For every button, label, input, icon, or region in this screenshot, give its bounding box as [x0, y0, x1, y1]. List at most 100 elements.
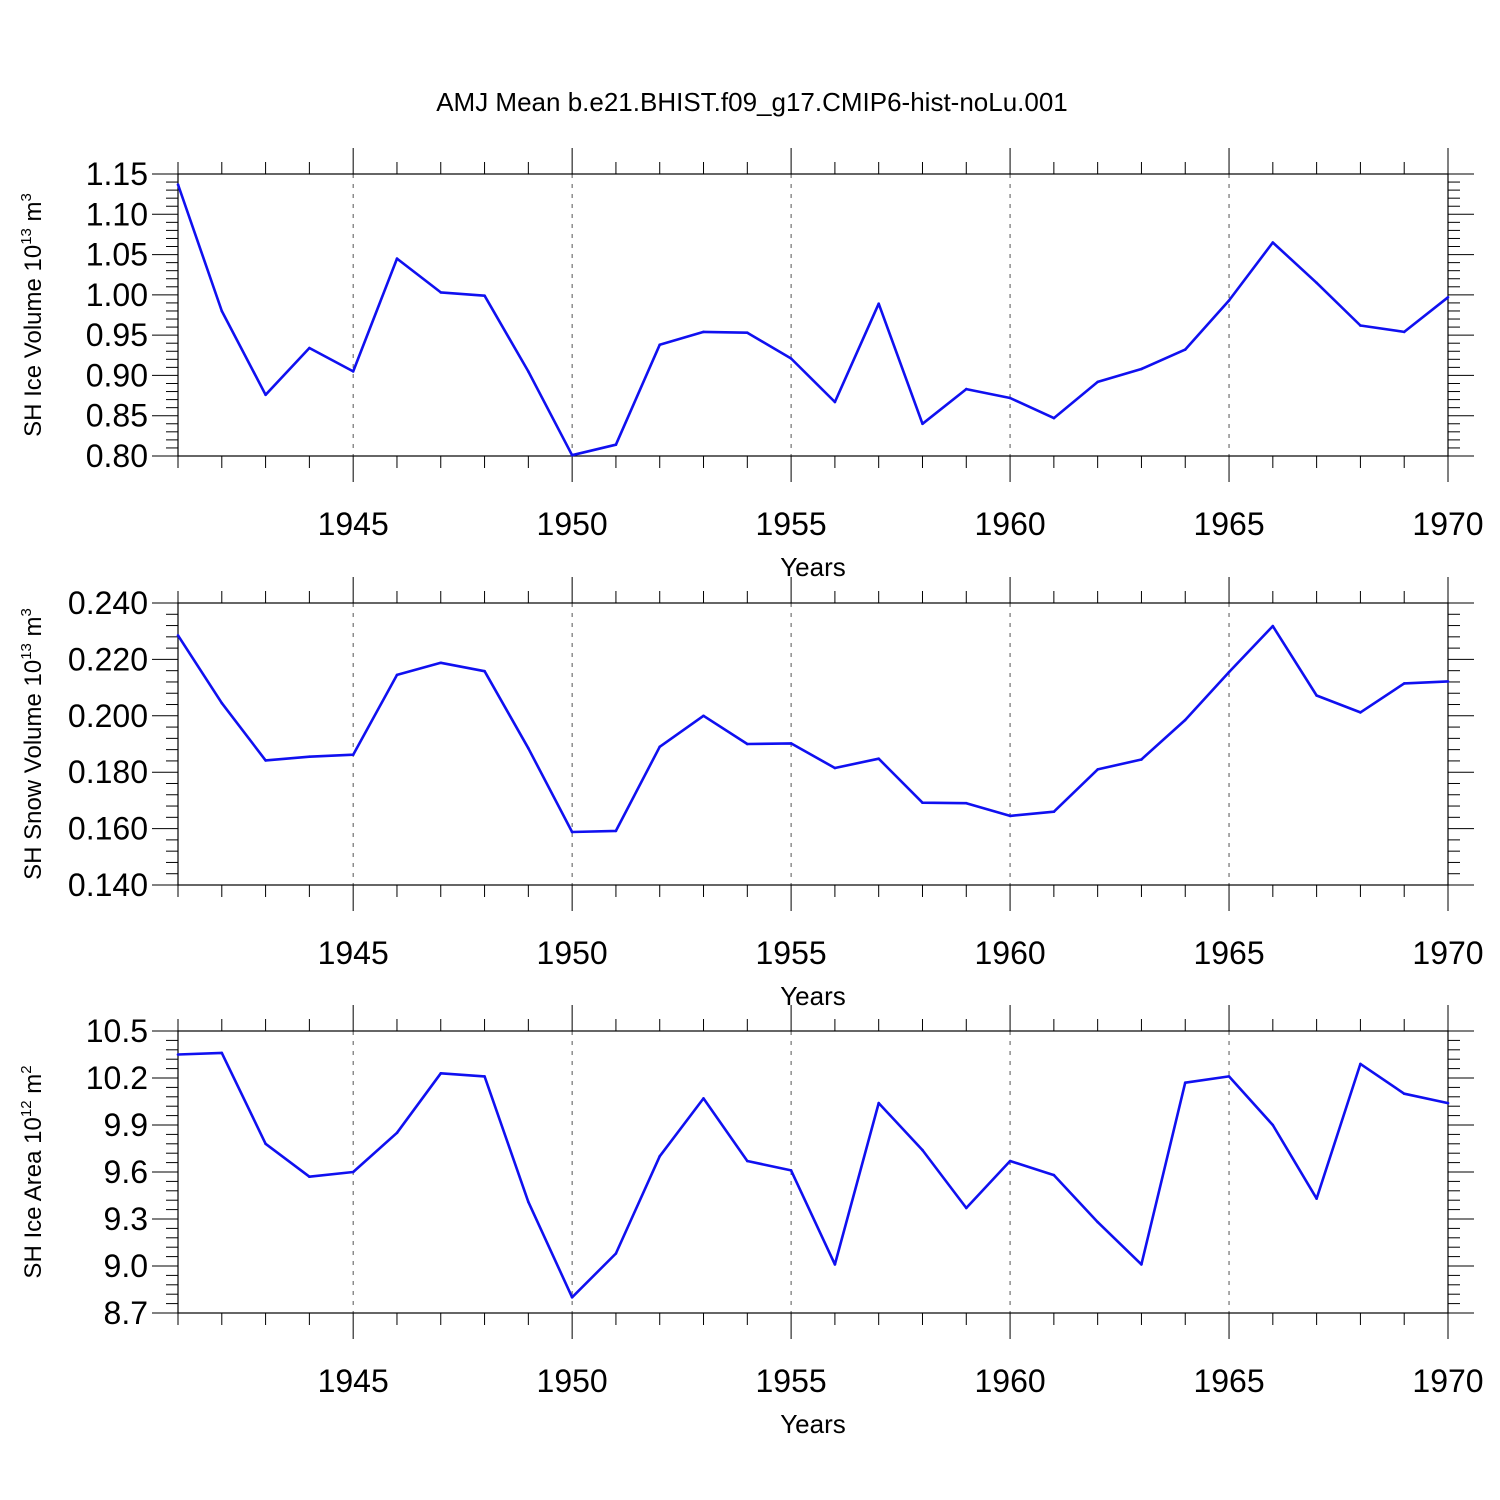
chart-panel-2: 0.140 0.160 0.180 0.200 0.220 0.240 1945 1950 19…: [18, 577, 1484, 1011]
data-point: [1271, 241, 1275, 244]
data-point: [1052, 416, 1056, 420]
data-point: [1008, 814, 1012, 818]
x-tick-label: 1970: [1412, 506, 1483, 542]
data-point: [746, 742, 749, 746]
y-tick-label: 1.05: [86, 237, 148, 273]
y-axis-label-text: SH Ice Area 10: [20, 1117, 47, 1278]
data-point: [308, 346, 311, 350]
data-point: [1227, 299, 1231, 302]
y-axis-label: SH Snow Volume 1013 m3: [18, 608, 47, 880]
data-point: [1315, 1197, 1318, 1200]
x-tick-label: 1970: [1412, 1363, 1483, 1399]
y-axis-label-superscript: 2: [18, 1065, 35, 1073]
data-point: [965, 1206, 968, 1210]
data-point: [395, 1131, 399, 1135]
x-tick-label: 1945: [318, 506, 389, 542]
data-point: [746, 1159, 749, 1163]
data-point: [1052, 810, 1056, 813]
data-point: [527, 370, 530, 373]
data-point: [746, 331, 749, 335]
data-point: [395, 673, 399, 677]
data-point: [965, 801, 968, 805]
y-axis-label-superscript: 12: [18, 1100, 35, 1117]
chart-title: AMJ Mean b.e21.BHIST.f09_g17.CMIP6-hist-…: [436, 87, 1068, 117]
x-tick-label: 1960: [974, 935, 1045, 971]
y-tick-label: 0.90: [86, 357, 148, 393]
y-axis-label-superscript: 13: [18, 643, 35, 660]
chart-panel-3: 8.7 9.0 9.3 9.6 9.9 10.2 10.5 1945 1950 1955 1960 1…: [18, 1005, 1484, 1439]
data-point: [1140, 758, 1143, 761]
y-tick-label: 0.240: [68, 585, 148, 621]
data-point: [570, 1296, 574, 1299]
y-tick-label: 1.00: [86, 277, 148, 313]
y-axis-label-text: m: [20, 1074, 47, 1101]
data-point: [527, 1200, 530, 1204]
data-point: [1227, 1075, 1231, 1078]
y-tick-label: 0.180: [68, 754, 148, 790]
data-point: [570, 453, 574, 457]
data-point: [176, 634, 180, 637]
x-tick-label: 1950: [537, 935, 608, 971]
data-point: [1315, 281, 1318, 285]
data-point: [1183, 718, 1187, 722]
y-tick-label: 1.10: [86, 196, 148, 232]
data-point: [570, 830, 574, 834]
x-tick-label: 1965: [1193, 1363, 1264, 1399]
y-axis-label: SH Ice Area 1012 m2: [18, 1065, 47, 1278]
data-point: [1402, 1092, 1406, 1095]
data-point: [1315, 694, 1318, 697]
data-point: [877, 302, 880, 306]
data-point: [1008, 1159, 1012, 1163]
data-point: [264, 759, 267, 762]
x-axis-label: Years: [780, 981, 846, 1011]
y-tick-label: 9.9: [104, 1107, 148, 1143]
y-tick-label: 0.140: [68, 867, 148, 903]
y-axis-label-superscript: 3: [18, 193, 35, 201]
data-point: [1359, 1062, 1362, 1066]
y-tick-label: 0.200: [68, 698, 148, 734]
data-point: [220, 1051, 224, 1055]
data-point: [833, 400, 837, 404]
plot-frame: [177, 602, 1449, 886]
y-tick-label: 8.7: [104, 1295, 148, 1331]
data-point: [658, 343, 661, 347]
y-axis-label-superscript: 13: [18, 228, 35, 245]
data-point: [264, 393, 267, 397]
data-point: [833, 1263, 837, 1266]
y-axis-label-superscript: 3: [18, 608, 35, 616]
x-tick-label: 1960: [974, 506, 1045, 542]
data-point: [702, 714, 705, 718]
series-line-1-1: [176, 184, 1449, 457]
data-point: [176, 183, 180, 186]
x-tick-label: 1955: [756, 506, 827, 542]
data-point: [789, 1169, 793, 1172]
data-point: [439, 661, 443, 665]
plot-frame: [177, 173, 1449, 457]
data-point: [439, 1072, 443, 1075]
data-point: [877, 757, 880, 760]
data-point: [1446, 1101, 1450, 1105]
series-line-2-1: [176, 624, 1449, 834]
x-tick-label: 1965: [1193, 935, 1264, 971]
y-tick-label: 0.85: [86, 398, 148, 434]
data-point: [1096, 380, 1099, 384]
data-point: [658, 745, 661, 749]
y-tick-label: 0.160: [68, 811, 148, 847]
data-point: [658, 1155, 661, 1158]
series-line-3-1: [177, 1051, 1449, 1299]
y-tick-label: 9.0: [104, 1248, 148, 1284]
data-point: [614, 1252, 618, 1255]
x-tick-label: 1970: [1412, 935, 1483, 971]
data-point: [1008, 396, 1012, 400]
data-point: [1271, 1123, 1275, 1127]
data-point: [1183, 1081, 1187, 1084]
data-point: [395, 257, 399, 260]
data-point: [1359, 324, 1362, 327]
data-point: [789, 742, 793, 745]
x-tick-label: 1945: [318, 935, 389, 971]
x-tick-label: 1955: [756, 935, 827, 971]
data-point: [877, 1101, 880, 1105]
data-point: [614, 829, 618, 833]
x-tick-label: 1950: [537, 1363, 608, 1399]
